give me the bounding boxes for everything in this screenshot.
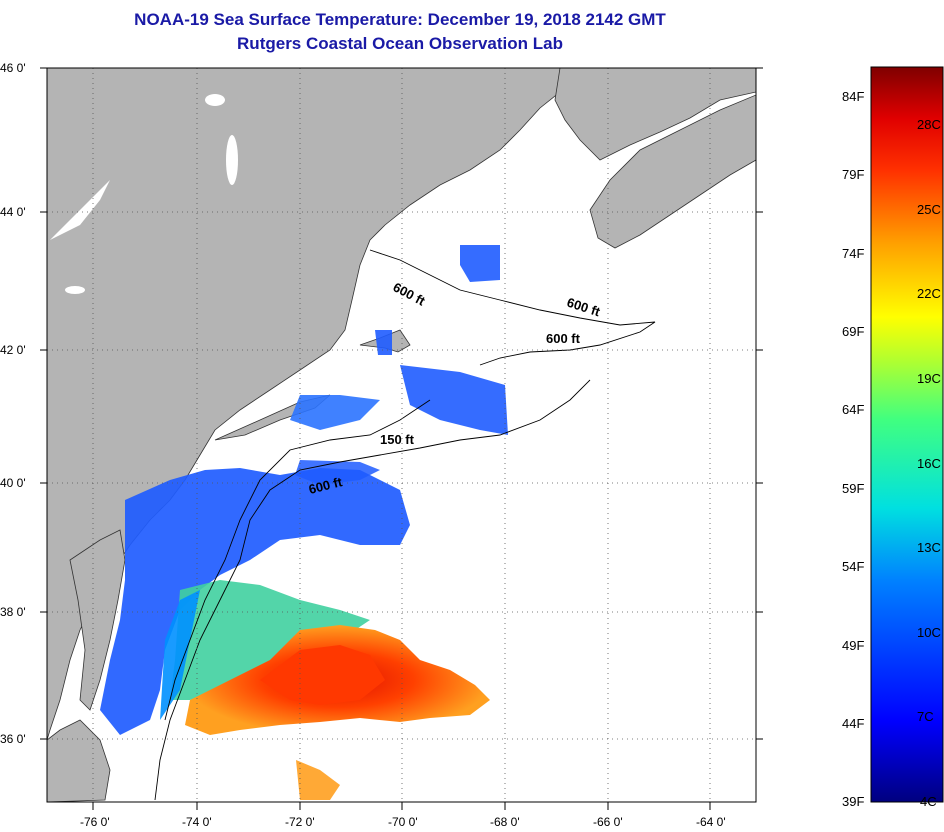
colorbar-c-label: 4C [920, 794, 937, 809]
lat-label: 44 0' [0, 205, 26, 219]
sst-shelf-blue [100, 468, 410, 735]
lon-label: -76 0' [80, 815, 110, 829]
colorbar-f-label: 39F [842, 794, 864, 809]
contour-shelf-break [154, 379, 591, 801]
lat-label: 36 0' [0, 732, 26, 746]
graticule [47, 68, 756, 802]
map-subtitle: Rutgers Coastal Ocean Observation Lab [237, 34, 563, 53]
sst-gulf-maine-blue [400, 365, 508, 435]
colorbar-f-label: 74F [842, 246, 864, 261]
contour-label: 150 ft [380, 432, 415, 447]
map-title: NOAA-19 Sea Surface Temperature: Decembe… [134, 10, 666, 29]
colorbar [870, 66, 944, 803]
land-nova-scotia [589, 94, 756, 249]
axis-ticks [40, 67, 763, 810]
land-delmarva [69, 529, 126, 711]
colorbar-c-label: 7C [917, 709, 934, 724]
contour-label: 600 ft [546, 331, 581, 346]
colorbar-f-label: 44F [842, 716, 864, 731]
colorbar-c-label: 28C [917, 117, 941, 132]
lat-label: 42 0' [0, 343, 26, 357]
colorbar-f-label: 64F [842, 402, 864, 417]
lat-label: 46 0' [0, 61, 26, 75]
colorbar-c-label: 10C [917, 625, 941, 640]
sst-transition-green [170, 580, 370, 700]
colorbar-f-label: 69F [842, 324, 864, 339]
lon-label: -66 0' [593, 815, 623, 829]
colorbar-c-label: 25C [917, 202, 941, 217]
lon-label: -68 0' [490, 815, 520, 829]
sst-shelf-blue-2 [290, 395, 380, 430]
lon-label: -74 0' [182, 815, 212, 829]
lon-label: -64 0' [696, 815, 726, 829]
contour-600ft-gulf-maine [369, 249, 656, 366]
colorbar-c-label: 22C [917, 286, 941, 301]
colorbar-c-label: 19C [917, 371, 941, 386]
colorbar-c-label: 13C [917, 540, 941, 555]
lat-label: 38 0' [0, 605, 26, 619]
lon-label: -70 0' [388, 815, 418, 829]
colorbar-f-label: 79F [842, 167, 864, 182]
lat-label: 40 0' [0, 476, 26, 490]
colorbar-f-label: 54F [842, 559, 864, 574]
contour-150ft [164, 399, 431, 721]
land-new-brunswick [554, 68, 756, 161]
colorbar-f-label: 84F [842, 89, 864, 104]
colorbar-c-label: 16C [917, 456, 941, 471]
colorbar-f-label: 49F [842, 638, 864, 653]
colorbar-f-label: 59F [842, 481, 864, 496]
lon-label: -72 0' [285, 815, 315, 829]
